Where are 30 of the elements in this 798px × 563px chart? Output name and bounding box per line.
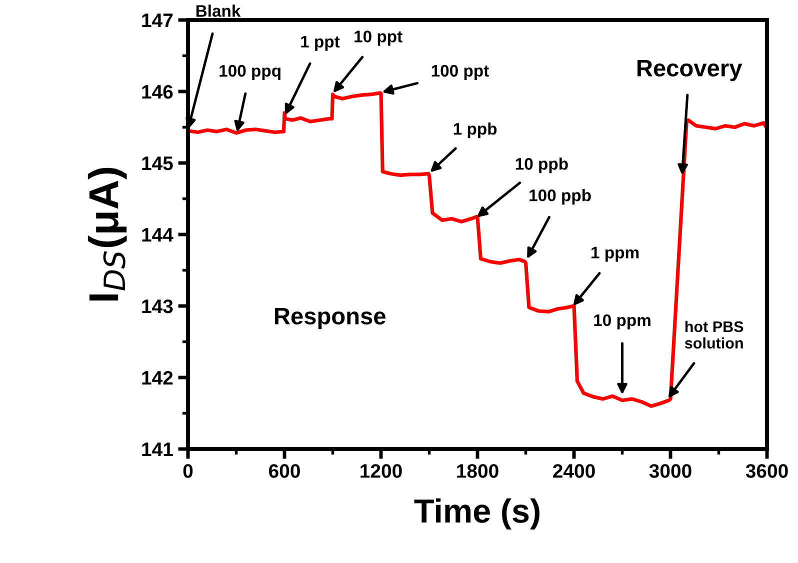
annotation: 100 ppb xyxy=(530,189,591,205)
x-tick-label: 0 xyxy=(183,464,193,478)
x-axis-title: Time (s) xyxy=(414,498,540,530)
x-tick-label: 1800 xyxy=(457,464,498,478)
x-tick-label: 1200 xyxy=(360,464,402,478)
y-axis-title: I$_{DS}$(μA) xyxy=(88,168,127,300)
y-tick-label: 144 xyxy=(142,228,174,242)
annotation: 1 ppb xyxy=(454,122,497,138)
annotation: 100 ppq xyxy=(220,64,280,80)
x-tick-label: 600 xyxy=(268,464,300,478)
annotation: 1 ppt xyxy=(301,36,340,51)
y-tick-label: 147 xyxy=(142,14,173,28)
y-tick-label: 143 xyxy=(142,299,173,314)
y-tick-label: 142 xyxy=(142,370,173,385)
x-tick-label: 3600 xyxy=(746,464,788,478)
y-tick-label: 146 xyxy=(142,84,173,99)
annotation: Response xyxy=(275,308,386,330)
x-tick-label: 2400 xyxy=(553,464,595,478)
y-tick-label: 145 xyxy=(142,156,173,170)
annotation: 1 ppm xyxy=(592,246,639,262)
annotation: Blank xyxy=(196,4,241,17)
annotation: hot PBS solution xyxy=(684,320,744,349)
annotation: Recovery xyxy=(638,60,742,82)
line-series xyxy=(188,91,767,408)
y-tick-label: 141 xyxy=(142,442,173,456)
annotation: 10 ppm xyxy=(594,314,650,330)
annotation: 10 ppt xyxy=(354,30,402,46)
x-tick-label: 3000 xyxy=(649,464,692,478)
annotation: 100 ppt xyxy=(432,64,489,80)
annotation: 10 ppb xyxy=(516,158,568,174)
